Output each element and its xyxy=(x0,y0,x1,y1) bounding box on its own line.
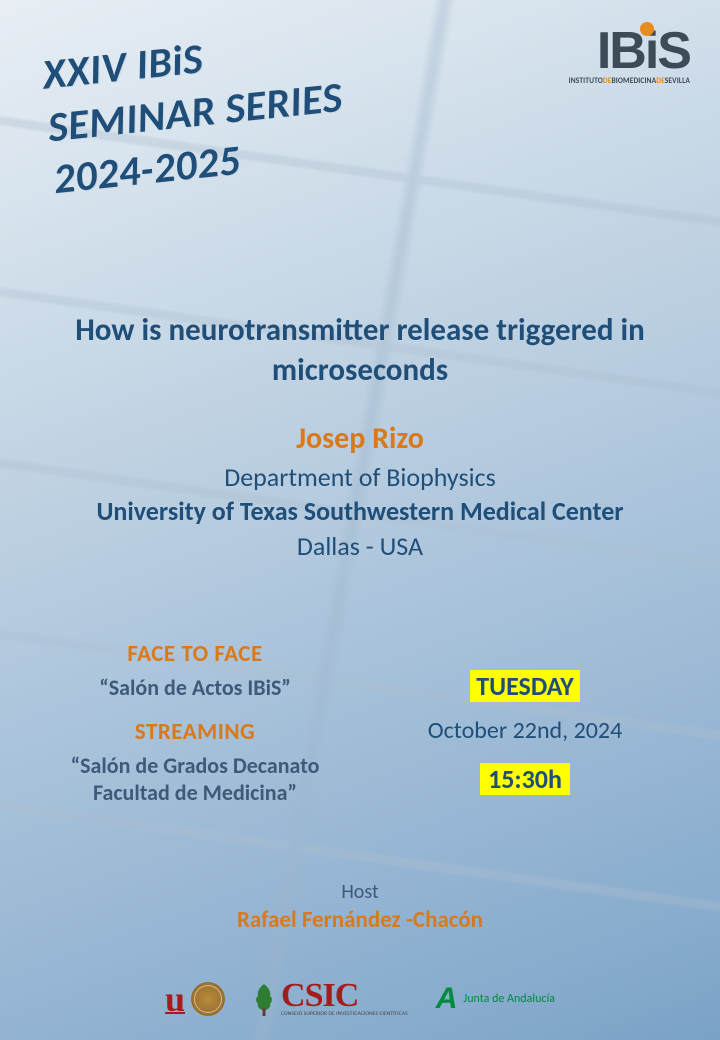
event-day: TUESDAY xyxy=(470,670,580,702)
host-label: Host xyxy=(0,880,720,904)
speaker-name: Josep Rizo xyxy=(60,420,660,457)
host-name: Rafael Fernández -Chacón xyxy=(0,906,720,934)
us-seal-icon xyxy=(191,982,225,1016)
us-logo-mark: u xyxy=(165,978,185,1020)
venue-column: FACE TO FACE “Salón de Actos IBiS” STREA… xyxy=(0,640,360,823)
sponsor-row: u CSIC CONSEJO SUPERIOR DE INVESTIGACION… xyxy=(0,978,720,1020)
ibis-logo: IBiS INSTITUTODEBIOMEDICINADESEVILLA xyxy=(569,28,690,86)
event-date: October 22nd, 2024 xyxy=(380,716,670,745)
series-title: XXIV IBiS SEMINAR SERIES 2024-2025 xyxy=(40,19,350,207)
host-block: Host Rafael Fernández -Chacón xyxy=(0,880,720,934)
sponsor-universidad-sevilla: u xyxy=(165,978,225,1020)
speaker-institution: University of Texas Southwestern Medical… xyxy=(60,495,660,528)
speaker-block: Josep Rizo Department of Biophysics Univ… xyxy=(60,420,660,562)
datetime-column: TUESDAY October 22nd, 2024 15:30h xyxy=(360,640,720,823)
speaker-department: Department of Biophysics xyxy=(60,461,660,493)
poster-content: IBiS INSTITUTODEBIOMEDICINADESEVILLA XXI… xyxy=(0,0,720,1040)
csic-logo-sub: CONSEJO SUPERIOR DE INVESTIGACIONES CIEN… xyxy=(281,1012,408,1017)
csic-tree-icon xyxy=(253,982,275,1016)
csic-logo-mark: CSIC xyxy=(281,981,408,1012)
venue-streaming: “Salón de Grados Decanato Facultad de Me… xyxy=(50,752,340,807)
mode-streaming-label: STREAMING xyxy=(50,718,340,746)
ibis-logo-dot-icon xyxy=(640,22,654,36)
venue-face-to-face: “Salón de Actos IBiS” xyxy=(50,674,340,702)
mode-face-to-face-label: FACE TO FACE xyxy=(50,640,340,668)
sponsor-junta-andalucia: A Junta de Andalucía xyxy=(436,982,555,1016)
info-row: FACE TO FACE “Salón de Actos IBiS” STREA… xyxy=(0,640,720,823)
csic-logo-text: CSIC CONSEJO SUPERIOR DE INVESTIGACIONES… xyxy=(281,981,408,1017)
junta-logo-text: Junta de Andalucía xyxy=(463,992,555,1006)
sponsor-csic: CSIC CONSEJO SUPERIOR DE INVESTIGACIONES… xyxy=(253,981,408,1017)
talk-title: How is neurotransmitter release triggere… xyxy=(60,310,660,391)
junta-logo-mark: A xyxy=(436,982,458,1016)
event-time: 15:30h xyxy=(480,763,570,795)
speaker-location: Dallas - USA xyxy=(60,530,660,562)
